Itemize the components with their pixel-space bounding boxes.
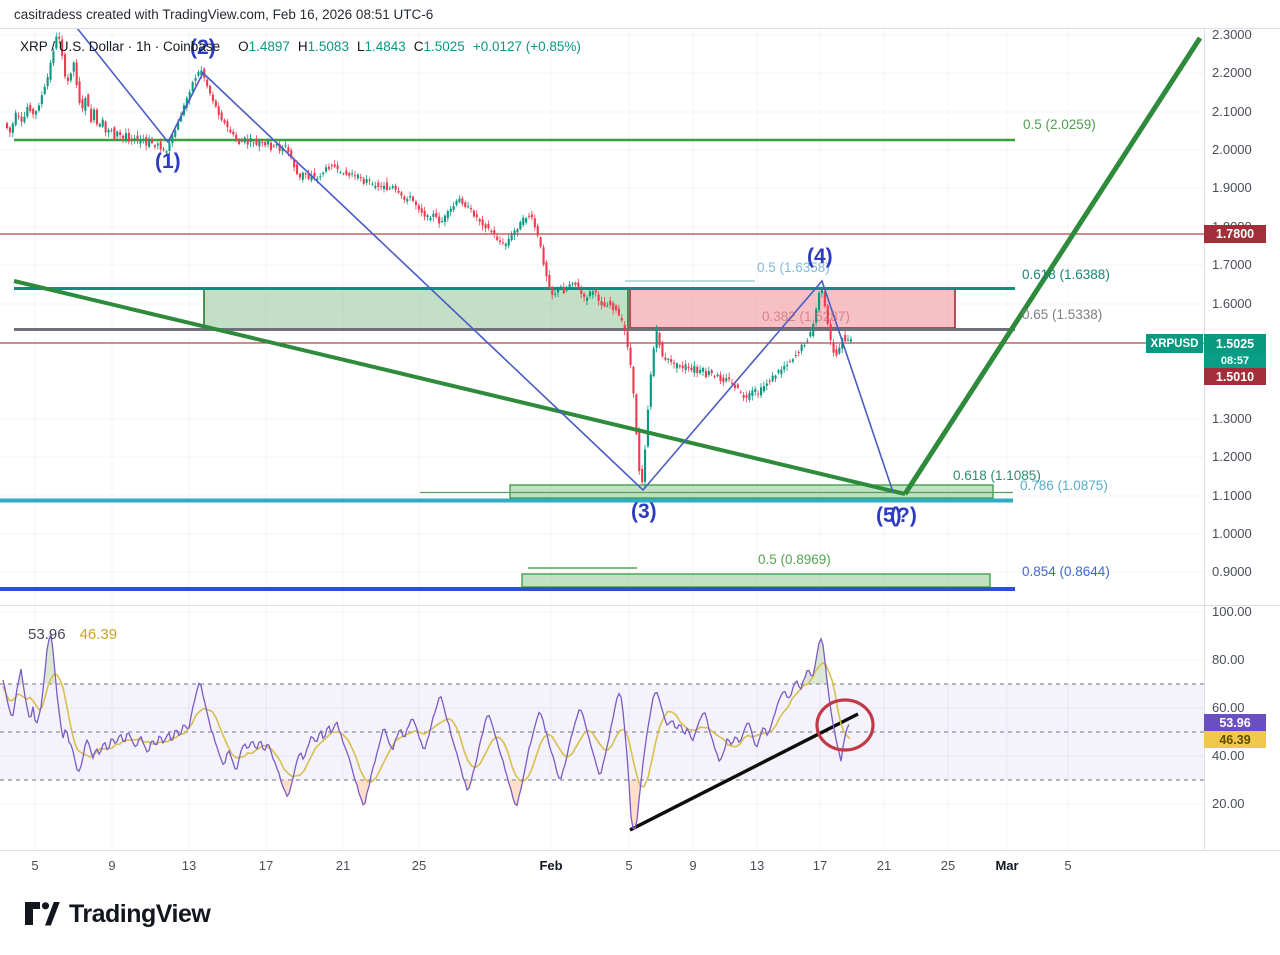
price-axis-tick: 0.9000 — [1212, 564, 1252, 579]
ohlc-value: 1.5083 — [307, 39, 349, 54]
symbol-name-badge: XRPUSD — [1146, 334, 1203, 353]
time-axis-label: 25 — [940, 858, 956, 873]
rsi-indicator-values: 53.96 46.39 — [28, 626, 117, 643]
price-axis-tick: 20.00 — [1212, 796, 1245, 811]
tradingview-logo[interactable]: TradingView — [24, 900, 211, 929]
symbol-header[interactable]: XRP / U.S. Dollar · 1h · Coinbase O1.4897… — [20, 39, 581, 54]
price-axis-tick: 2.3000 — [1212, 27, 1252, 42]
price-axis-tick: 1.1000 — [1212, 488, 1252, 503]
pane-top-border — [0, 28, 1280, 29]
ohlc-value: 1.5025 — [423, 39, 465, 54]
elliott-wave-label: (4) — [807, 245, 833, 268]
fib-level-label: 0.5 (2.0259) — [1023, 117, 1096, 132]
fib-level-label: 0.854 (0.8644) — [1022, 564, 1110, 579]
fib-level-label: 0.618 (1.6388) — [1022, 267, 1110, 282]
tradingview-logo-icon — [25, 902, 60, 926]
price-axis-tick: 1.7000 — [1212, 257, 1252, 272]
prev-close-badge: 1.5010 — [1204, 368, 1266, 385]
price-axis-tick: 40.00 — [1212, 748, 1245, 763]
time-axis-label: 13 — [749, 858, 765, 873]
price-axis-tick: 1.0000 — [1212, 526, 1252, 541]
price-axis-tick: 1.2000 — [1212, 449, 1252, 464]
rsi-ma-value-badge: 46.39 — [1204, 731, 1266, 748]
ohlc-key: L — [356, 39, 365, 54]
pane-separator[interactable] — [0, 605, 1280, 606]
price-axis-tick: 80.00 — [1212, 652, 1245, 667]
ohlc-key: H — [297, 39, 308, 54]
ohlc-key: O — [238, 39, 249, 54]
time-axis-label: 5 — [625, 858, 633, 873]
fib-level-label: 0.786 (1.0875) — [1020, 478, 1108, 493]
price-axis-tick: 1.6000 — [1212, 296, 1252, 311]
time-axis-border — [0, 850, 1280, 851]
price-axis-tick: 100.00 — [1212, 604, 1252, 619]
rsi-current-value: 53.96 — [28, 626, 66, 643]
time-axis-label: 9 — [689, 858, 697, 873]
ohlc-value: 1.4897 — [248, 39, 290, 54]
time-axis-label: 25 — [411, 858, 427, 873]
time-axis-label: 13 — [181, 858, 197, 873]
fib-level-label: 0.382 (1.5287) — [762, 309, 850, 324]
time-axis-label: 5 — [31, 858, 39, 873]
elliott-wave-label: (1) — [155, 150, 181, 173]
ohlc-key: C — [413, 39, 424, 54]
price-axis-tick: 1.3000 — [1212, 411, 1252, 426]
time-axis-label: 17 — [258, 858, 274, 873]
ohlc-value: 1.4843 — [364, 39, 406, 54]
fib-level-label: 0.5 (1.6358) — [757, 260, 830, 275]
bar-countdown-badge: 08:57 — [1204, 353, 1266, 368]
rsi-value-badge: 53.96 — [1204, 714, 1266, 731]
symbol-title[interactable]: XRP / U.S. Dollar · 1h · Coinbase — [20, 39, 221, 54]
elliott-wave-label: (3) — [631, 500, 657, 523]
price-axis-tick: 60.00 — [1212, 700, 1245, 715]
time-axis-label: 5 — [1064, 858, 1072, 873]
time-axis-label: 21 — [876, 858, 892, 873]
fib-level-label: 0.65 (1.5338) — [1022, 307, 1103, 322]
price-axis-tick: 2.1000 — [1212, 104, 1252, 119]
fib-level-label: 0.618 (1.1085) — [953, 468, 1041, 483]
price-axis-tick: 2.2000 — [1212, 65, 1252, 80]
time-axis-label: 9 — [108, 858, 116, 873]
price-axis-border — [1204, 28, 1205, 850]
price-axis-tick: 2.0000 — [1212, 142, 1252, 157]
tradingview-logo-text: TradingView — [69, 900, 211, 928]
attribution-text: casitradess created with TradingView.com… — [14, 7, 434, 22]
last-price-badge: 1.5025 — [1204, 334, 1266, 353]
price-axis-tick: 1.9000 — [1212, 180, 1252, 195]
elliott-wave-label: (?) — [890, 504, 917, 527]
alert-price-badge: 1.7800 — [1204, 225, 1266, 243]
time-axis-label: 17 — [812, 858, 828, 873]
time-axis-label: Mar — [995, 858, 1019, 873]
elliott-wave-label: (5) — [876, 504, 902, 527]
rsi-ma-value: 46.39 — [79, 626, 118, 643]
price-change: +0.0127 (+0.85%) — [472, 39, 581, 54]
time-axis-label: 21 — [335, 858, 351, 873]
time-axis-label: Feb — [539, 858, 563, 873]
fib-level-label: 0.5 (0.8969) — [758, 552, 831, 567]
ohlc-values: O1.4897 H1.5083 L1.4843 C1.5025 — [230, 39, 465, 54]
elliott-wave-label: (2) — [190, 36, 216, 59]
